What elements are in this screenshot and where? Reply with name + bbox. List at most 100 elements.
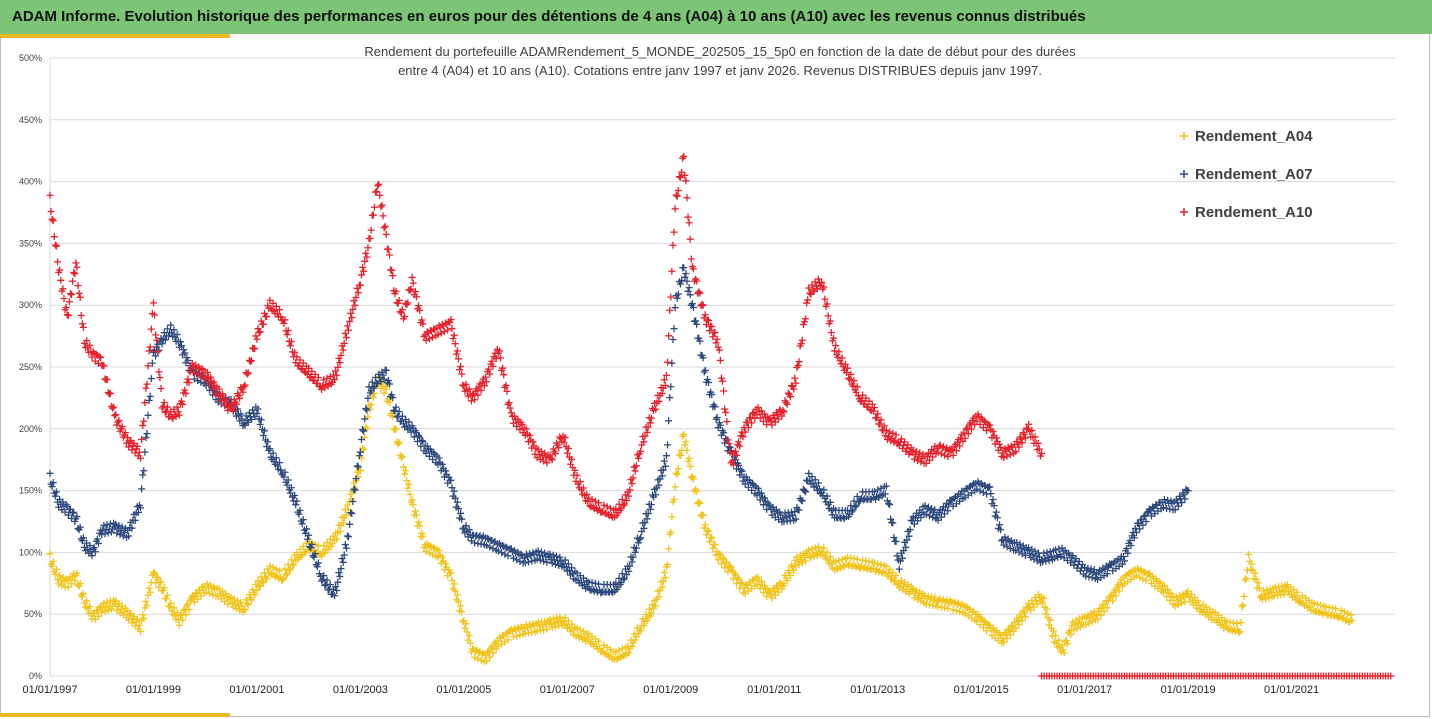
data-point-rendement-a04 [1262, 595, 1270, 603]
data-point-rendement-a07 [671, 304, 679, 312]
data-point-rendement-a07 [501, 550, 509, 558]
y-tick-label: 100% [19, 547, 42, 557]
data-point-rendement-a04 [143, 601, 151, 609]
data-point-rendement-a10 [632, 462, 640, 470]
data-point-rendement-a04 [799, 550, 807, 558]
chart-title-line2: entre 4 (A04) et 10 ans (A10). Cotations… [398, 63, 1042, 78]
data-point-rendement-a04 [1174, 601, 1182, 609]
data-point-rendement-a04 [241, 606, 249, 614]
data-point-rendement-a04 [973, 618, 981, 626]
data-point-rendement-a04 [463, 628, 471, 636]
data-point-rendement-a10 [881, 432, 889, 440]
data-point-rendement-a10 [1021, 434, 1029, 442]
data-point-rendement-a07 [903, 536, 911, 544]
data-point-rendement-a10 [497, 354, 505, 362]
data-point-rendement-a07 [321, 581, 329, 589]
data-point-rendement-a07 [64, 511, 72, 519]
data-point-rendement-a07 [636, 535, 644, 543]
data-point-rendement-a07 [418, 436, 426, 444]
data-point-rendement-a10 [161, 408, 169, 416]
data-point-rendement-a04 [326, 535, 334, 543]
data-point-rendement-a07 [459, 525, 467, 533]
data-point-rendement-a04 [477, 656, 485, 664]
data-point-rendement-a07 [194, 377, 202, 385]
data-point-rendement-a10 [1387, 672, 1395, 680]
data-point-rendement-a07 [924, 503, 932, 511]
data-point-rendement-a10 [823, 300, 831, 308]
data-point-rendement-a10 [252, 332, 260, 340]
data-point-rendement-a07 [498, 549, 506, 557]
data-point-rendement-a10 [681, 171, 689, 179]
data-point-rendement-a04 [450, 580, 458, 588]
data-point-rendement-a04 [290, 561, 298, 569]
data-point-rendement-a04 [1097, 611, 1105, 619]
data-point-rendement-a10 [824, 312, 832, 320]
data-point-rendement-a10 [827, 329, 835, 337]
data-point-rendement-a07 [669, 335, 677, 343]
data-point-rendement-a10 [626, 486, 634, 494]
data-point-rendement-a10 [281, 316, 289, 324]
data-point-rendement-a10 [418, 316, 426, 324]
data-point-rendement-a07 [820, 486, 828, 494]
data-point-rendement-a04 [193, 590, 201, 598]
data-point-rendement-a04 [285, 566, 293, 574]
data-point-rendement-a07 [462, 522, 470, 530]
data-point-rendement-a07 [181, 349, 189, 357]
data-point-rendement-a07 [997, 526, 1005, 534]
data-point-rendement-a04 [949, 606, 957, 614]
data-point-rendement-a07 [619, 576, 627, 584]
data-point-rendement-a04 [385, 399, 393, 407]
data-point-rendement-a10 [853, 383, 861, 391]
data-point-rendement-a04 [263, 575, 271, 583]
data-point-rendement-a10 [406, 286, 414, 294]
data-point-rendement-a04 [646, 612, 654, 620]
data-point-rendement-a07 [155, 346, 163, 354]
data-point-rendement-a10 [352, 293, 360, 301]
data-point-rendement-a07 [272, 454, 280, 462]
data-point-rendement-a10 [174, 408, 182, 416]
data-point-rendement-a10 [384, 245, 392, 253]
data-point-rendement-a10 [475, 383, 483, 391]
data-point-rendement-a07 [1000, 541, 1008, 549]
data-point-rendement-a04 [553, 614, 561, 622]
data-point-rendement-a10 [481, 373, 489, 381]
data-point-rendement-a10 [854, 392, 862, 400]
data-point-rendement-a10 [137, 454, 145, 462]
data-point-rendement-a04 [160, 584, 168, 592]
data-point-rendement-a04 [252, 580, 260, 588]
data-point-rendement-a04 [1088, 617, 1096, 625]
data-point-rendement-a04 [321, 549, 329, 557]
data-point-rendement-a07 [1121, 557, 1129, 565]
data-point-rendement-a04 [738, 580, 746, 588]
data-point-rendement-a04 [853, 555, 861, 563]
data-point-rendement-a04 [1187, 590, 1195, 598]
data-point-rendement-a10 [722, 408, 730, 416]
data-point-rendement-a07 [797, 496, 805, 504]
data-point-rendement-a04 [711, 541, 719, 549]
data-point-rendement-a04 [680, 430, 688, 438]
data-point-rendement-a04 [761, 582, 769, 590]
data-point-rendement-a10 [703, 316, 711, 324]
data-point-rendement-a07 [925, 512, 933, 520]
data-point-rendement-a10 [543, 459, 551, 467]
data-point-rendement-a07 [683, 277, 691, 285]
data-point-rendement-a04 [78, 593, 86, 601]
data-point-rendement-a04 [1248, 560, 1256, 568]
data-point-rendement-a10 [76, 293, 84, 301]
data-point-rendement-a10 [818, 278, 826, 286]
data-point-rendement-a07 [659, 466, 667, 474]
data-point-rendement-a10 [103, 376, 111, 384]
data-point-rendement-a07 [826, 498, 834, 506]
data-point-rendement-a07 [748, 486, 756, 494]
data-point-rendement-a04 [170, 604, 178, 612]
data-point-rendement-a10 [50, 233, 58, 241]
data-point-rendement-a07 [670, 325, 678, 333]
data-point-rendement-a04 [891, 576, 899, 584]
data-point-rendement-a07 [281, 468, 289, 476]
data-point-rendement-a10 [976, 420, 984, 428]
data-point-rendement-a04 [227, 593, 235, 601]
y-tick-label: 150% [19, 486, 42, 496]
data-point-rendement-a04 [1236, 628, 1244, 636]
data-point-rendement-a10 [702, 321, 710, 329]
data-point-rendement-a10 [314, 374, 322, 382]
